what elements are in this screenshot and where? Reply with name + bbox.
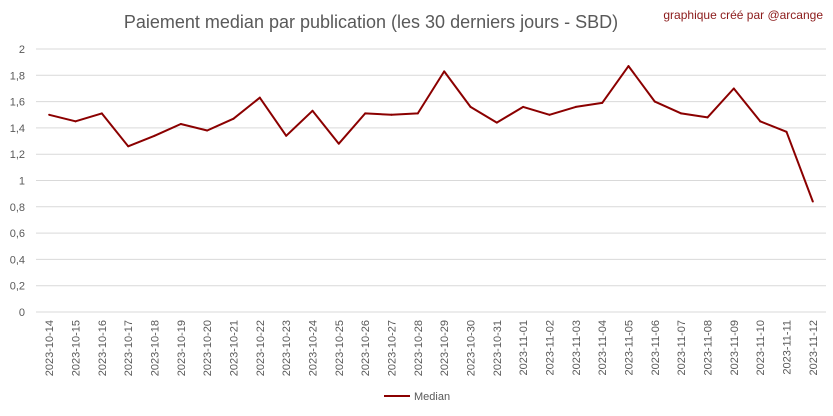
x-tick-label: 2023-10-23 [281, 320, 293, 376]
x-tick-label: 2023-11-06 [650, 320, 662, 375]
y-tick-label: 0,2 [10, 281, 25, 293]
data-point [285, 134, 288, 137]
series-line-median [48, 65, 814, 202]
data-point [48, 113, 51, 116]
x-tick-label: 2023-11-05 [624, 320, 636, 375]
data-point [206, 129, 209, 132]
x-tick-label: 2023-11-01 [518, 320, 530, 375]
x-tick-label: 2023-11-10 [755, 320, 767, 375]
data-point [179, 122, 182, 125]
x-tick-label: 2023-10-20 [202, 320, 214, 376]
data-point [232, 117, 235, 120]
chart-title: Paiement median par publication (les 30 … [124, 12, 618, 32]
x-tick-label: 2023-10-14 [44, 320, 56, 376]
x-tick-label: 2023-10-15 [71, 320, 83, 376]
data-point [311, 109, 314, 112]
x-tick-label: 2023-11-12 [808, 320, 820, 375]
data-point [100, 112, 103, 115]
y-tick-label: 1,4 [10, 123, 25, 135]
legend: Median [384, 391, 450, 403]
series-layer [48, 65, 814, 203]
y-tick-label: 1,8 [10, 70, 25, 82]
data-point [416, 112, 419, 115]
x-tick-label: 2023-10-18 [150, 320, 162, 376]
data-point [153, 134, 156, 137]
x-tick-label: 2023-11-11 [782, 320, 794, 375]
legend-label-median: Median [414, 391, 450, 403]
data-point [548, 113, 551, 116]
chart-credit: graphique créé par @arcange [663, 8, 823, 22]
x-tick-label: 2023-10-27 [387, 320, 399, 376]
data-point [706, 116, 709, 119]
x-tick-label: 2023-10-24 [308, 320, 320, 376]
x-tick-label: 2023-10-16 [97, 320, 109, 376]
data-point [469, 105, 472, 108]
x-tick-label: 2023-10-22 [255, 320, 267, 376]
x-tick-label: 2023-10-29 [439, 320, 451, 376]
y-tick-label: 0,8 [10, 202, 25, 214]
y-tick-label: 0 [19, 307, 25, 319]
y-tick-label: 1,2 [10, 149, 25, 161]
data-point [785, 130, 788, 133]
data-point [443, 70, 446, 73]
data-point [127, 145, 130, 148]
x-tick-label: 2023-10-28 [413, 320, 425, 376]
x-tick-label: 2023-11-04 [597, 320, 609, 375]
data-point [653, 100, 656, 103]
data-point [74, 120, 77, 123]
data-point [601, 101, 604, 104]
data-point [390, 113, 393, 116]
data-point [811, 200, 814, 203]
x-axis-ticks: 2023-10-14 2023-10-15 2023-10-16 2023-10-17… [44, 320, 820, 376]
y-tick-label: 2 [19, 44, 25, 56]
x-tick-label: 2023-11-08 [703, 320, 715, 375]
gridlines [36, 48, 826, 313]
x-tick-label: 2023-11-02 [545, 320, 557, 375]
x-tick-label: 2023-10-30 [466, 320, 478, 376]
x-tick-label: 2023-11-03 [571, 320, 583, 375]
y-tick-label: 0,4 [10, 254, 25, 266]
x-tick-label: 2023-10-26 [360, 320, 372, 376]
x-tick-label: 2023-10-31 [492, 320, 504, 376]
x-tick-label: 2023-10-25 [334, 320, 346, 376]
data-point [337, 142, 340, 145]
y-tick-label: 1,6 [10, 97, 25, 109]
x-tick-label: 2023-10-17 [123, 320, 135, 376]
data-point [522, 105, 525, 108]
x-tick-label: 2023-11-07 [676, 320, 688, 375]
y-tick-label: 1 [19, 176, 25, 188]
data-point [732, 87, 735, 90]
x-tick-label: 2023-11-09 [729, 320, 741, 375]
data-point [364, 112, 367, 115]
x-tick-label: 2023-10-19 [176, 320, 188, 376]
data-point [627, 65, 630, 68]
data-point [258, 96, 261, 99]
y-axis-ticks: 0 0,2 0,4 0,6 0,8 1 1,2 1,4 1,6 1,8 2 [10, 44, 25, 319]
data-point [680, 112, 683, 115]
y-tick-label: 0,6 [10, 228, 25, 240]
data-point [759, 120, 762, 123]
data-point [574, 105, 577, 108]
x-tick-label: 2023-10-21 [229, 320, 241, 376]
data-point [495, 121, 498, 124]
